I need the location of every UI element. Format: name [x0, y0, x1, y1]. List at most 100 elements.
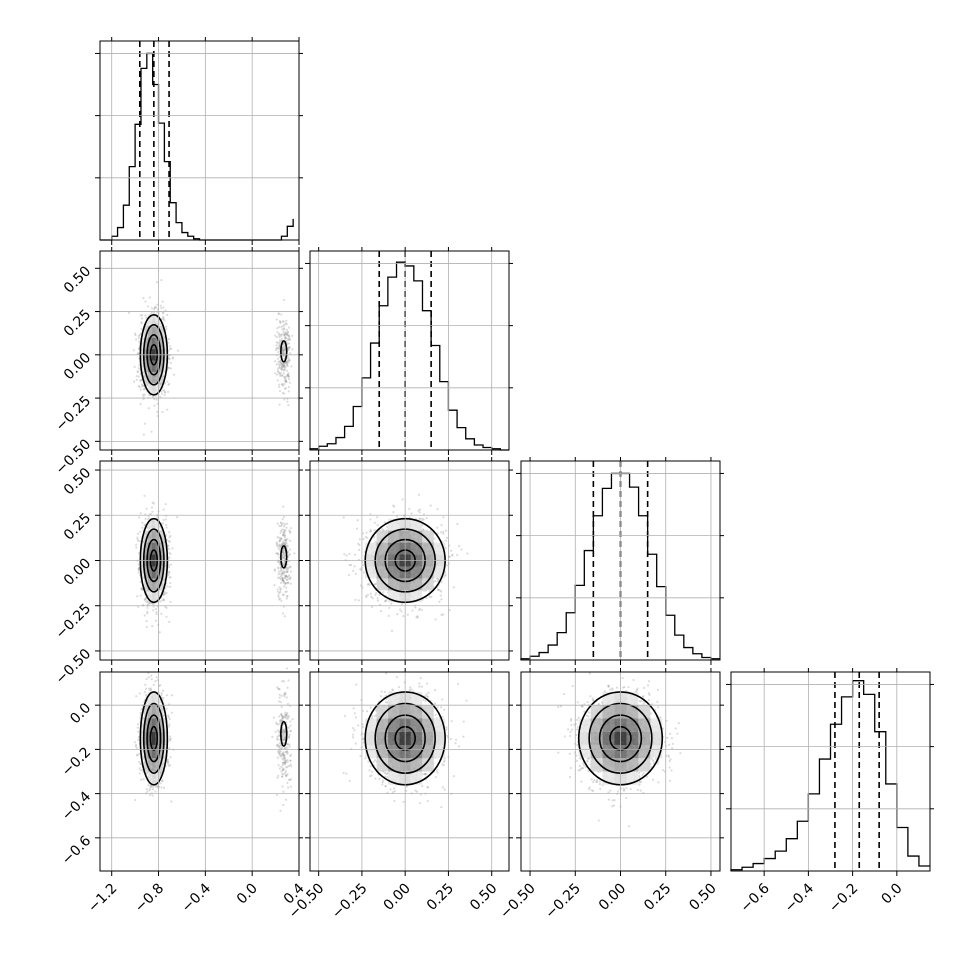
sample-point [390, 602, 393, 605]
density-cell [151, 337, 156, 350]
sample-point [161, 522, 164, 525]
sample-point [283, 554, 286, 558]
sample-point [145, 507, 148, 510]
sample-point [286, 400, 289, 403]
histogram-1-frame [99, 40, 300, 241]
sample-point [457, 545, 461, 548]
scatter-panel-2-1 [127, 279, 294, 436]
sample-point [353, 553, 357, 556]
sample-point [167, 547, 171, 550]
sample-point [166, 313, 169, 317]
sample-point [367, 582, 370, 585]
sample-point [362, 571, 366, 574]
sample-point [168, 556, 171, 559]
sample-point [280, 382, 284, 386]
sample-point [287, 390, 290, 393]
sample-point [138, 516, 141, 519]
sample-point [163, 382, 167, 385]
sample-point [145, 625, 148, 629]
sample-point [440, 524, 443, 527]
sample-point [283, 334, 286, 337]
sample-point [437, 578, 440, 582]
sample-point [162, 317, 165, 321]
sample-point [287, 334, 290, 337]
histogram-panel-2 [309, 251, 509, 451]
sample-point [285, 586, 288, 589]
sample-point [277, 547, 280, 550]
sample-point [357, 542, 360, 545]
sample-point [357, 599, 360, 602]
sample-point [150, 307, 154, 310]
sample-point [172, 356, 175, 359]
sample-point [287, 554, 290, 557]
sample-point [278, 371, 281, 374]
sample-point [145, 384, 148, 387]
sample-point [376, 597, 379, 600]
sample-point [283, 570, 286, 573]
sample-point [445, 536, 449, 539]
sample-point [279, 333, 283, 336]
sample-point [276, 588, 279, 591]
sample-point [159, 395, 162, 398]
sample-point [396, 613, 399, 616]
histogram-step-line [100, 52, 294, 241]
sample-point [162, 518, 165, 522]
sample-point [142, 384, 145, 387]
sample-point [136, 370, 139, 373]
sample-point [281, 528, 284, 531]
sample-point [285, 328, 289, 331]
sample-point [150, 430, 153, 433]
sample-point [422, 518, 425, 521]
sample-point [276, 357, 280, 360]
sample-point [282, 363, 285, 367]
sample-point [168, 620, 171, 623]
sample-point [165, 606, 168, 609]
sample-point [154, 619, 158, 622]
sample-point [388, 606, 391, 610]
sample-point [362, 532, 365, 535]
sample-point [168, 571, 171, 574]
sample-point [362, 537, 365, 541]
sample-point [168, 358, 171, 361]
sample-point [282, 556, 285, 559]
sample-point [289, 577, 292, 580]
sample-point [168, 531, 171, 534]
sample-point [279, 372, 283, 375]
sample-point [155, 281, 159, 284]
sample-point [163, 388, 166, 392]
sample-point [282, 525, 286, 528]
sample-point [452, 586, 455, 589]
sample-point [285, 578, 288, 581]
sample-point [289, 352, 292, 355]
sample-point [382, 591, 385, 594]
sample-point [176, 516, 179, 519]
sample-point [289, 531, 292, 534]
sample-point [291, 348, 294, 351]
sample-point [282, 593, 285, 597]
scatter-panel-4-1 [133, 667, 294, 812]
sample-point [167, 573, 170, 576]
sample-point [291, 334, 294, 337]
sample-point [142, 388, 145, 391]
sample-point [281, 518, 284, 521]
sample-point [282, 347, 285, 350]
sample-point [285, 522, 289, 525]
sample-point [134, 333, 137, 337]
sample-point [277, 347, 280, 351]
sample-point [161, 599, 164, 602]
sample-point [282, 515, 286, 519]
sample-point [446, 564, 449, 567]
sample-point [137, 351, 140, 355]
histogram-panel-1 [100, 41, 294, 241]
sample-point [144, 683, 147, 686]
sample-point [142, 371, 145, 375]
sample-point [137, 569, 140, 572]
sample-point [165, 523, 168, 527]
sample-point [127, 311, 131, 314]
sample-point [163, 393, 166, 397]
sample-point [169, 585, 172, 588]
sample-point [364, 594, 368, 597]
sample-point [165, 325, 168, 328]
sample-point [451, 553, 454, 556]
sample-point [418, 511, 421, 514]
